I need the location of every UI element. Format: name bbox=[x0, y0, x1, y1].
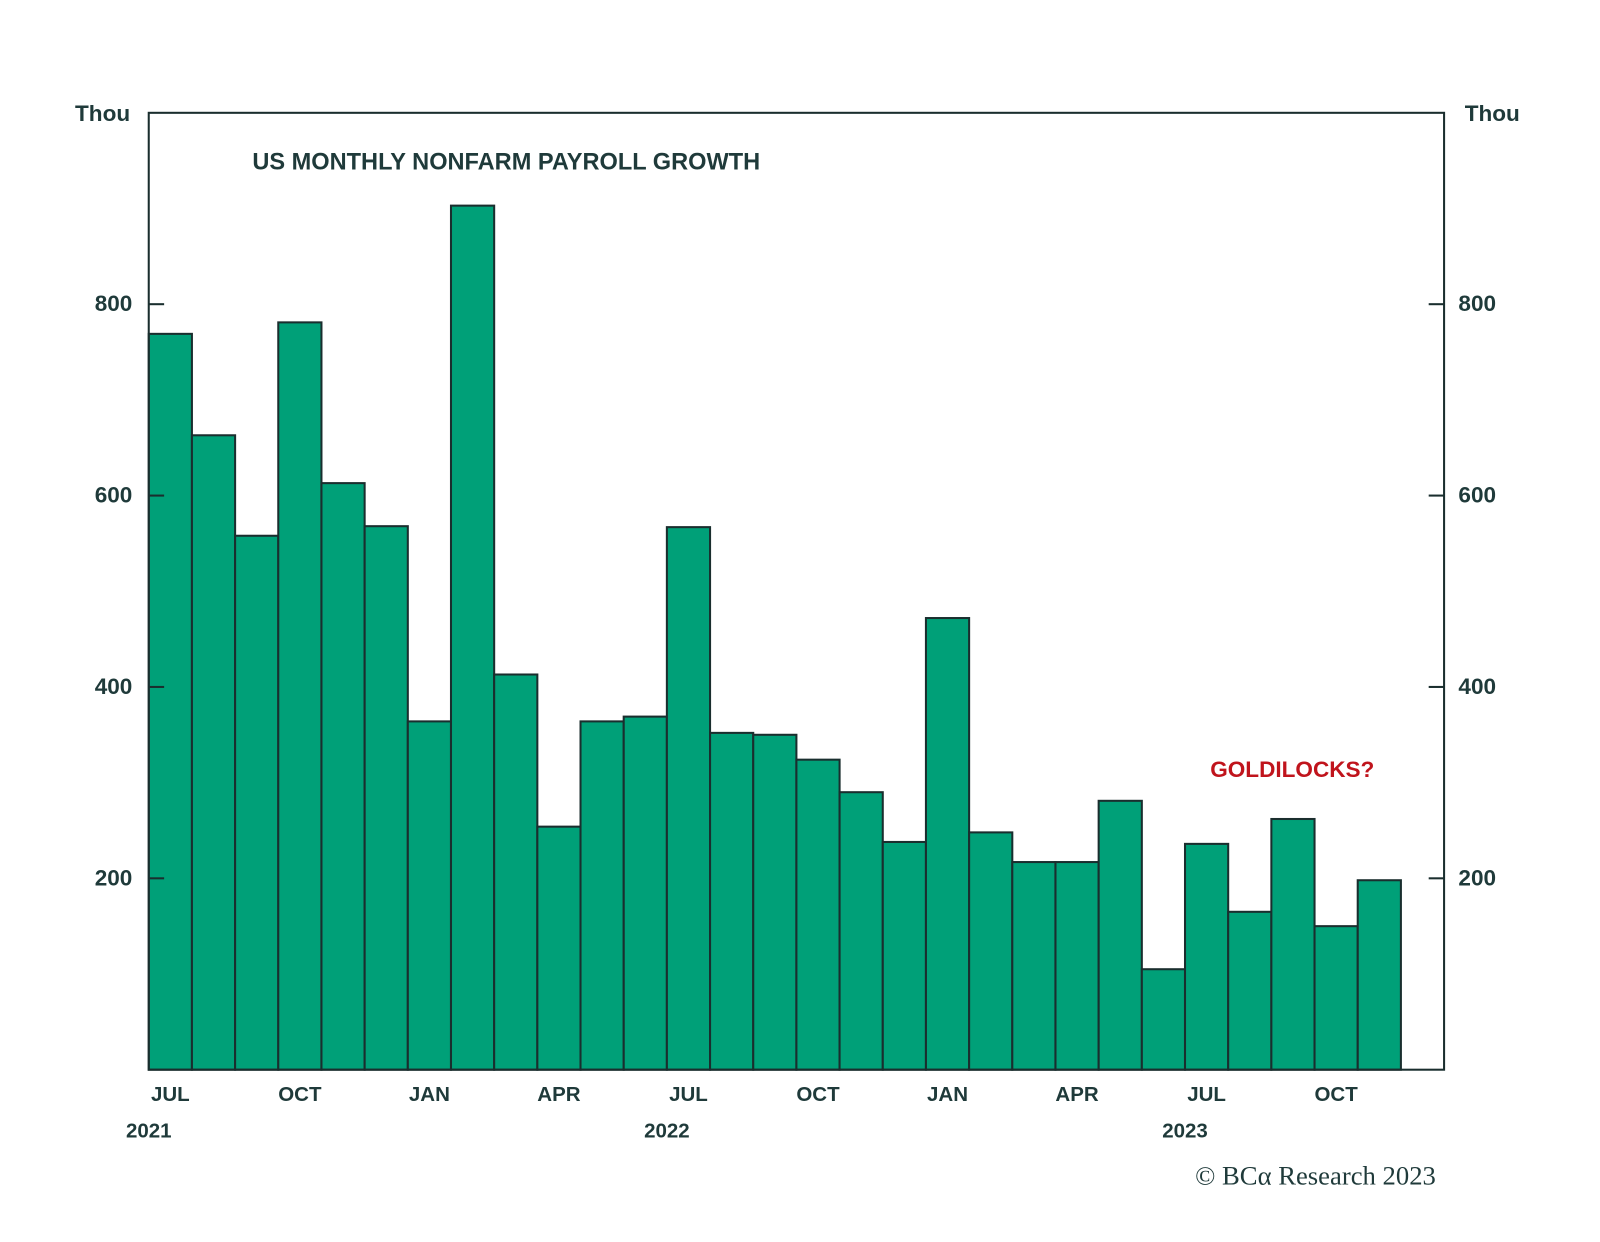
bar bbox=[277, 321, 323, 1071]
x-year-label: 2023 bbox=[1162, 1120, 1208, 1143]
bar bbox=[1140, 968, 1187, 1071]
x-tick-label: APR bbox=[537, 1083, 580, 1106]
x-year-label: 2021 bbox=[126, 1120, 172, 1143]
chart-title: US MONTHLY NONFARM PAYROLL GROWTH bbox=[252, 148, 760, 174]
x-tick-label: JUL bbox=[1187, 1083, 1226, 1106]
bar bbox=[1227, 910, 1273, 1071]
bar bbox=[968, 831, 1014, 1071]
y-tick-label: 600 bbox=[95, 483, 133, 508]
x-year-label: 2022 bbox=[644, 1120, 690, 1143]
bar bbox=[1097, 799, 1143, 1071]
bar bbox=[493, 673, 539, 1071]
y2-tick-label: 200 bbox=[1458, 865, 1496, 890]
y-tick-label: 400 bbox=[95, 674, 133, 699]
bar bbox=[924, 617, 971, 1071]
bar bbox=[234, 534, 280, 1071]
bar bbox=[449, 204, 496, 1071]
bar bbox=[795, 758, 841, 1071]
source: © BCα Research 2023 bbox=[1195, 1161, 1436, 1191]
bar bbox=[363, 525, 409, 1071]
x-tick-label: JUL bbox=[669, 1083, 708, 1106]
bar bbox=[709, 731, 755, 1071]
bar bbox=[147, 332, 193, 1071]
plot-frame bbox=[147, 111, 1446, 1071]
bar bbox=[1313, 925, 1359, 1071]
bar bbox=[622, 715, 668, 1071]
x-tick-label: JUL bbox=[151, 1083, 190, 1106]
bar bbox=[1054, 861, 1100, 1071]
bar bbox=[579, 720, 625, 1071]
x-tick-label: APR bbox=[1055, 1083, 1098, 1106]
bar bbox=[190, 434, 237, 1071]
bar bbox=[536, 825, 582, 1071]
bar bbox=[320, 482, 366, 1071]
bar bbox=[1270, 817, 1316, 1071]
y-axis-label: Thou bbox=[75, 101, 130, 126]
x-tick-label: OCT bbox=[278, 1083, 322, 1106]
x-tick-label: JAN bbox=[409, 1083, 450, 1106]
bar bbox=[1183, 842, 1230, 1071]
y2-axis-label: Thou bbox=[1465, 101, 1520, 126]
bar bbox=[406, 720, 453, 1071]
y2-tick-label: 400 bbox=[1458, 674, 1496, 699]
bar bbox=[838, 791, 884, 1071]
bar bbox=[1011, 861, 1057, 1071]
annotation: GOLDILOCKS? bbox=[1210, 757, 1374, 782]
bar bbox=[1356, 879, 1402, 1071]
y2-tick-label: 800 bbox=[1458, 291, 1496, 316]
bar bbox=[665, 526, 712, 1071]
x-tick-label: OCT bbox=[1314, 1083, 1358, 1106]
y-tick-label: 200 bbox=[95, 865, 133, 890]
bar bbox=[752, 733, 798, 1071]
x-tick-label: OCT bbox=[796, 1083, 840, 1106]
y-tick-label: 800 bbox=[95, 291, 133, 316]
bar bbox=[881, 840, 927, 1071]
y2-tick-label: 600 bbox=[1458, 483, 1496, 508]
x-tick-label: JAN bbox=[927, 1083, 968, 1106]
